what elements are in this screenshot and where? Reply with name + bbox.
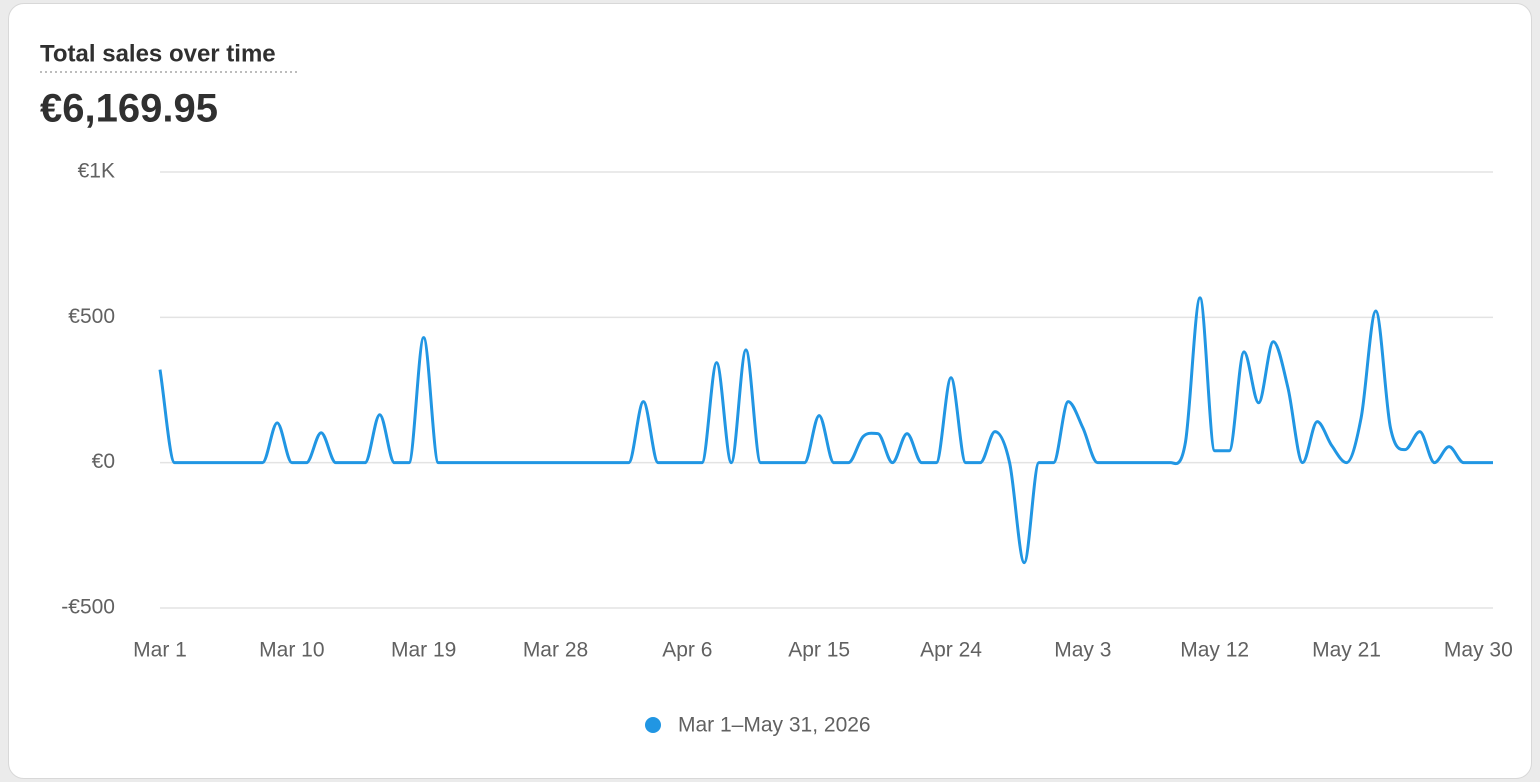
x-tick-label: Apr 24 — [920, 639, 982, 662]
x-tick-label: May 3 — [1054, 639, 1111, 662]
x-tick-label: Mar 28 — [523, 639, 588, 662]
y-tick-label: €1K — [78, 160, 115, 183]
line — [158, 296, 1493, 565]
legend-marker — [645, 717, 661, 733]
x-tick-label: Mar 10 — [259, 639, 324, 662]
x-tick-label: Mar 19 — [391, 639, 456, 662]
x-tick-label: May 21 — [1312, 639, 1381, 662]
legend-label: Mar 1–May 31, 2026 — [678, 714, 871, 737]
y-tick-label: -€500 — [61, 596, 115, 619]
x-tick-label: Apr 6 — [662, 639, 712, 662]
x-tick-label: Apr 15 — [788, 639, 850, 662]
y-tick-label: €0 — [92, 450, 115, 473]
y-tick-label: €500 — [68, 305, 115, 328]
card — [8, 3, 1532, 779]
x-tick-label: May 30 — [1444, 639, 1513, 662]
x-tick-label: Mar 1 — [133, 639, 187, 662]
x-tick-label: May 12 — [1180, 639, 1249, 662]
chart-title: Total sales over time — [40, 40, 276, 67]
total-value: €6,169.95 — [40, 87, 218, 131]
